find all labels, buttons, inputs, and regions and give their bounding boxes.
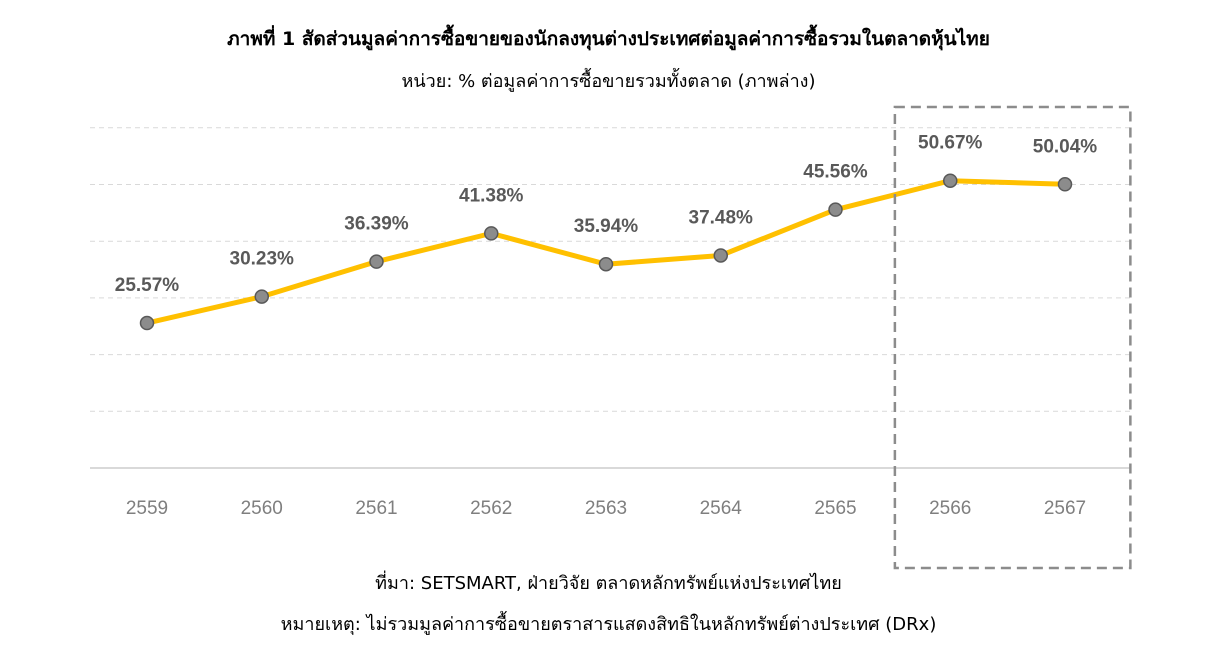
x-tick-label: 2561 [355,498,397,519]
data-labels: 25.57% 30.23% 36.39% 41.38% 35.94% 37.48% 45.5… [115,133,1098,296]
x-tick-label: 2565 [814,498,856,519]
data-point [598,256,614,272]
data-label: 41.38% [459,185,524,206]
data-label: 25.57% [115,275,180,296]
footnote: หมายเหตุ: ไม่รวมมูลค่าการซื้อขายตราสารแส… [280,614,937,635]
data-point [254,289,269,304]
x-tick-label: 2562 [470,498,512,519]
data-label: 35.94% [574,216,639,237]
chart-title: ภาพที่ 1 สัดส่วนมูลค่าการซื้อขายของนักลง… [227,28,990,50]
x-tick-label: 2567 [1044,498,1086,519]
data-point [139,315,155,331]
gridlines [90,127,1130,469]
highlight-box [893,105,1132,570]
source-note: ที่มา: SETSMART, ฝ่ายวิจัย ตลาดหลักทรัพย… [375,573,842,594]
data-point [1057,177,1073,192]
x-tick-label: 2559 [126,498,168,519]
data-points [139,173,1073,331]
x-tick-label: 2566 [929,498,971,519]
x-tick-label: 2564 [700,498,743,519]
x-tick-label: 2563 [585,498,627,519]
highlight-box-layer [893,105,1132,570]
data-label: 50.67% [918,133,983,154]
data-point [713,248,728,263]
data-label: 30.23% [230,249,295,270]
x-axis: 2559 2560 2561 2562 2563 2564 2565 2566 2567 [126,498,1086,519]
data-point [369,254,384,269]
chart-subtitle: หน่วย: % ต่อมูลค่าการซื้อขายรวมทั้งตลาด … [401,71,816,92]
data-point [484,226,499,241]
x-tick-label: 2560 [241,498,283,519]
data-label: 37.48% [689,207,754,228]
data-label: 45.56% [803,162,868,183]
data-point [943,173,958,188]
data-point [828,202,843,217]
data-label: 50.04% [1033,136,1098,157]
data-label: 36.39% [344,214,409,235]
